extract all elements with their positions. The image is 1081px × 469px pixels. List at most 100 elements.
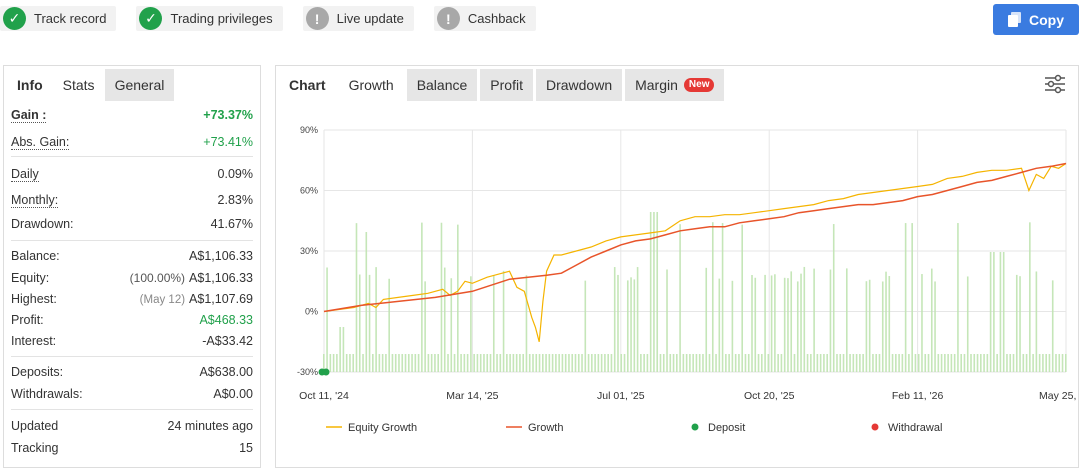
- activity-bar: [692, 354, 694, 372]
- activity-bar: [525, 275, 528, 372]
- activity-bar: [695, 354, 698, 372]
- activity-bar: [623, 354, 626, 372]
- activity-bar: [989, 252, 992, 372]
- stat-value: A$468.33: [199, 312, 253, 327]
- activity-bar: [682, 354, 685, 372]
- activity-bar: [571, 354, 574, 372]
- activity-bar: [1035, 271, 1038, 372]
- stat-label[interactable]: Daily: [11, 166, 39, 182]
- activity-bar: [476, 354, 479, 372]
- activity-bar: [591, 354, 593, 372]
- stat-balance: Balance: A$1,106.33: [11, 241, 253, 267]
- tab-info[interactable]: Info: [7, 69, 53, 101]
- activity-bar: [496, 354, 498, 372]
- activity-bar: [728, 354, 730, 372]
- activity-bar: [953, 354, 956, 372]
- stats-tabs: Info Stats General: [4, 66, 260, 102]
- stat-label[interactable]: Gain :: [11, 107, 47, 123]
- activity-bar: [944, 354, 946, 372]
- badge-label: Live update: [336, 11, 404, 26]
- stat-tracking: Tracking 15: [11, 437, 253, 458]
- stat-daily: Daily 0.09%: [11, 157, 253, 188]
- activity-bar: [499, 354, 502, 372]
- activity-bar: [453, 354, 456, 372]
- activity-bar: [698, 354, 701, 372]
- tab-growth[interactable]: Growth: [338, 69, 404, 101]
- settings-sliders-icon[interactable]: [1044, 74, 1066, 94]
- activity-bar: [323, 354, 325, 372]
- activity-bar: [852, 354, 855, 372]
- activity-bar: [378, 354, 381, 372]
- activity-bar: [881, 281, 884, 372]
- activity-bar: [803, 266, 806, 372]
- activity-bar: [519, 354, 521, 372]
- activity-bar: [626, 280, 629, 372]
- stat-label[interactable]: Monthly:: [11, 192, 59, 208]
- growth-series-line: [323, 162, 1067, 313]
- activity-bar: [332, 354, 335, 372]
- activity-bar: [1065, 354, 1067, 372]
- activity-bar: [440, 222, 443, 372]
- badge-live-update: ! Live update: [302, 6, 414, 31]
- activity-bar: [355, 223, 358, 372]
- activity-bar: [404, 354, 407, 372]
- activity-bar: [806, 354, 809, 372]
- activity-bar: [957, 223, 959, 372]
- badge-cashback: ! Cashback: [433, 6, 536, 31]
- tab-chart[interactable]: Chart: [279, 69, 336, 101]
- tab-balance[interactable]: Balance: [406, 69, 478, 101]
- activity-bar: [509, 354, 511, 372]
- activity-bar: [908, 354, 910, 372]
- activity-bar: [492, 275, 495, 372]
- x-tick-label: Oct 11, '24: [299, 390, 349, 402]
- activity-bar: [339, 327, 341, 372]
- activity-bar: [832, 224, 835, 372]
- activity-bar: [937, 354, 940, 372]
- stat-withdrawals: Withdrawals: A$0.00: [11, 383, 253, 404]
- tab-stats[interactable]: Stats: [52, 69, 105, 101]
- activity-bar: [868, 279, 871, 372]
- stat-label: Withdrawals:: [11, 386, 83, 401]
- activity-bar: [636, 267, 639, 372]
- deposit-point: [322, 368, 330, 376]
- activity-bar: [970, 354, 972, 372]
- activity-bar: [980, 354, 982, 372]
- activity-bar: [613, 267, 616, 372]
- activity-bar: [666, 269, 668, 372]
- stat-value: A$1,106.33: [189, 249, 253, 263]
- stat-value: A$0.00: [213, 386, 253, 401]
- stat-updated: Updated 24 minutes ago: [11, 410, 253, 437]
- activity-bar: [950, 354, 953, 372]
- activity-bar: [398, 354, 400, 372]
- badge-label: Trading privileges: [170, 11, 273, 26]
- stat-value: +73.41%: [203, 135, 253, 149]
- activity-bar: [362, 354, 364, 372]
- activity-bar: [963, 354, 966, 372]
- stat-label: Balance:: [11, 249, 60, 263]
- stat-gain: Gain : +73.37%: [11, 102, 253, 128]
- stat-label[interactable]: Abs. Gain:: [11, 134, 70, 150]
- activity-bar: [810, 354, 812, 372]
- activity-bar: [326, 267, 328, 372]
- legend-swatch: [691, 423, 699, 431]
- new-badge: New: [683, 78, 715, 92]
- tab-drawdown[interactable]: Drawdown: [535, 69, 623, 101]
- y-tick-label: 60%: [300, 186, 318, 196]
- activity-bar: [640, 354, 642, 372]
- activity-bar: [725, 354, 727, 372]
- activity-bar: [574, 354, 577, 372]
- badge-trading-privileges: ✓ Trading privileges: [136, 6, 283, 31]
- badge-label: Cashback: [467, 11, 526, 26]
- activity-bar: [711, 222, 714, 372]
- activity-bar: [741, 224, 743, 372]
- activity-bar: [430, 354, 433, 372]
- activity-bar: [829, 269, 832, 372]
- copy-button[interactable]: Copy: [993, 4, 1079, 35]
- activity-bar: [767, 354, 770, 372]
- activity-bar: [1048, 354, 1051, 372]
- tab-margin[interactable]: Margin New: [625, 69, 725, 101]
- tab-general[interactable]: General: [104, 69, 175, 101]
- tab-profit[interactable]: Profit: [480, 69, 533, 101]
- activity-bar: [715, 354, 717, 372]
- activity-bar: [597, 354, 600, 372]
